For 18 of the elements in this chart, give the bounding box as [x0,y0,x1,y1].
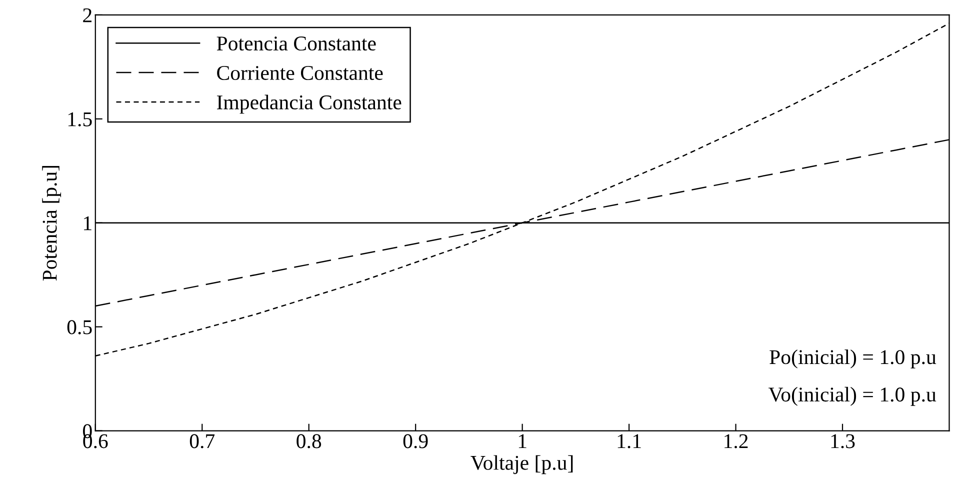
y-tick-label: 2 [83,8,92,22]
x-axis-title: Voltaje [p.u] [470,455,573,474]
annotation: Vo(inicial) = 1.0 p.u [768,386,936,406]
x-tick-label: 1.1 [618,434,641,448]
annotation: Po(inicial) = 1.0 p.u [770,350,936,368]
y-tick-label: 0.5 [67,320,92,334]
legend-label: Potencia Constante [216,36,376,51]
legend-label: Impedancia Constante [216,94,402,114]
x-tick-label: 1.3 [831,434,855,448]
legend-label: Corriente Constante [217,66,383,80]
x-tick-label: 0.9 [403,434,428,448]
y-axis-title: Potencia [p.u] [42,166,62,281]
x-tick-label: 0.7 [190,434,215,448]
x-tick-label: 0.8 [296,434,322,448]
x-tick-label: 1 [518,434,526,448]
x-tick-label: 1.2 [724,434,748,448]
y-tick-label: 1.5 [68,112,92,126]
y-tick-label: 1 [84,216,92,230]
